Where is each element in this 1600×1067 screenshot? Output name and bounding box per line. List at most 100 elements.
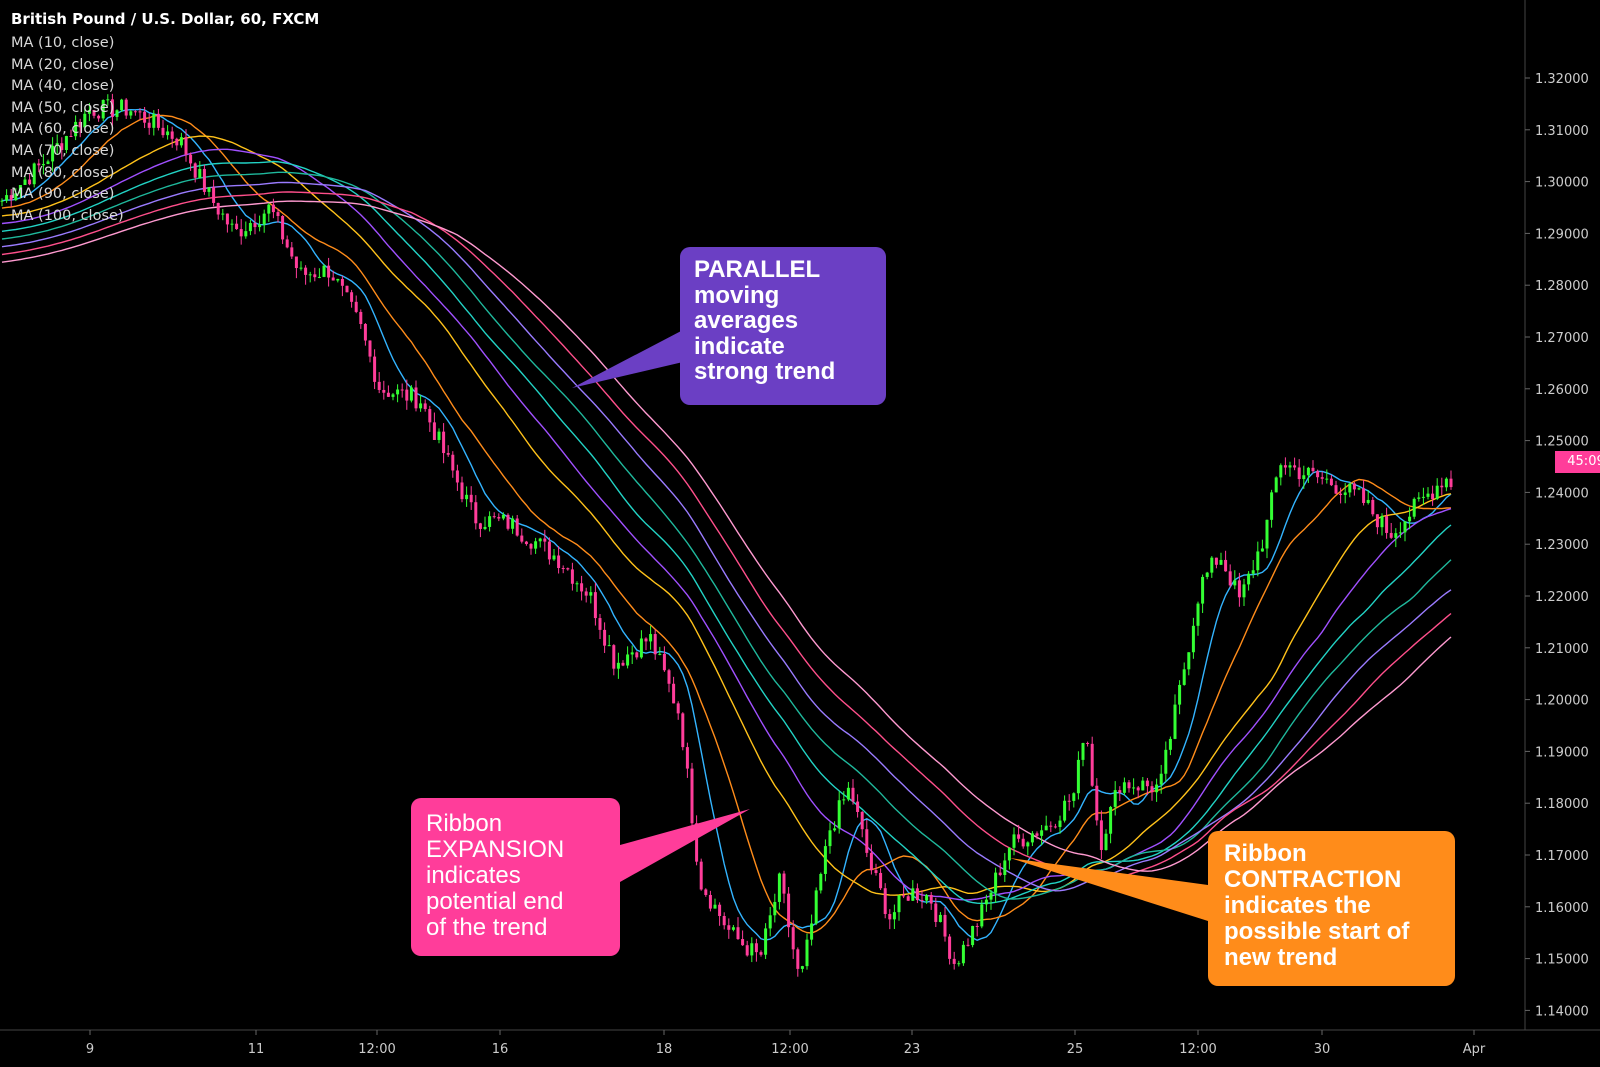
candle-body [1021,838,1025,847]
candle-body [929,894,933,904]
y-tick-label: 1.19000 [1535,745,1589,760]
legend-item-ma-20: MA (20, close) [11,56,115,73]
candle-body [359,311,363,325]
candle-body [198,168,202,178]
candle-body [915,888,919,901]
candle-body [304,267,308,275]
candle-body [32,163,36,185]
y-tick-label: 1.16000 [1535,901,1589,916]
candle-body [193,163,197,178]
candle-body [1182,669,1186,685]
candle-body [175,138,179,146]
candle-body [529,544,533,549]
candle-body [731,927,735,930]
candle-body [156,113,160,128]
candle-body [713,904,717,909]
candle-body [1348,483,1352,493]
candle-body [64,136,68,150]
candle-body [1283,465,1287,468]
candle-body [1063,800,1067,821]
candle-body [764,928,768,955]
candle-body [1150,786,1154,793]
candle-body [363,324,367,341]
candle-body [902,895,906,897]
candle-body [290,247,294,257]
candle-body [1007,847,1011,861]
candle-body [1049,825,1053,827]
candle-body [1311,467,1315,472]
y-tick-label: 1.25000 [1535,435,1589,450]
candle-body [1293,465,1297,468]
callout-line: PARALLEL [694,256,821,283]
callout-line: indicates [426,862,521,889]
candle-body [603,629,607,646]
candle-body [837,800,841,829]
candle-body [1325,478,1329,480]
ma-line-60 [1,160,1452,905]
x-tick-label: 30 [1314,1042,1331,1057]
candle-body [419,403,423,409]
x-tick-label: 18 [656,1042,673,1057]
candle-body [1035,833,1039,836]
candle-body [754,943,758,953]
candle-body [1265,519,1269,549]
candle-body [589,592,593,596]
candle-body [524,541,528,545]
candle-body [1440,485,1444,488]
candle-body [1058,820,1062,827]
candle-body [1155,784,1159,793]
candle-body [92,110,96,116]
candle-body [46,161,50,165]
candle-body [833,828,837,831]
candle-body [248,223,252,232]
candle-body [281,216,285,240]
candle-body [1214,557,1218,565]
candle-body [741,939,745,946]
candle-body [87,110,91,114]
candle-body [1449,478,1453,488]
candle-body [294,256,298,269]
candle-body [1371,499,1375,515]
candle-body [874,870,878,873]
candle-body [1168,738,1172,750]
candle-body [543,538,547,542]
candle-body [865,829,869,853]
candle-body [676,703,680,714]
candle-body [161,127,165,136]
candle-body [492,516,496,518]
candle-body [773,901,777,916]
candle-body [147,122,151,128]
candle-body [83,113,87,128]
candle-body [377,381,381,390]
candle-body [547,541,551,560]
candle-body [1132,787,1136,789]
candle-body [667,670,671,684]
candle-body [506,514,510,529]
candle-body [644,638,648,642]
candle-body [575,583,579,585]
candle-body [432,422,436,440]
expansion-callout: Ribbon EXPANSION indicates potential end… [411,798,620,956]
y-tick-label: 1.21000 [1535,642,1589,657]
candle-body [658,653,662,655]
candle-body [925,894,929,901]
candle-body [230,223,234,225]
candle-body [1109,806,1113,834]
candle-body [1228,571,1232,586]
candle-body [170,131,174,139]
candle-body [1159,773,1163,785]
candle-body [138,111,142,113]
callout-line: possible start of [1224,918,1410,945]
candle-body [409,387,413,401]
candle-body [750,943,754,956]
callout-line: indicate [694,332,785,360]
candle-body [607,645,611,647]
candle-body [14,193,18,201]
candle-body [115,110,119,117]
candle-body [1127,782,1131,789]
x-tick-label: 12:00 [771,1042,808,1057]
y-tick-label: 1.24000 [1535,486,1589,501]
candle-body [566,568,570,570]
candle-body [74,121,78,137]
